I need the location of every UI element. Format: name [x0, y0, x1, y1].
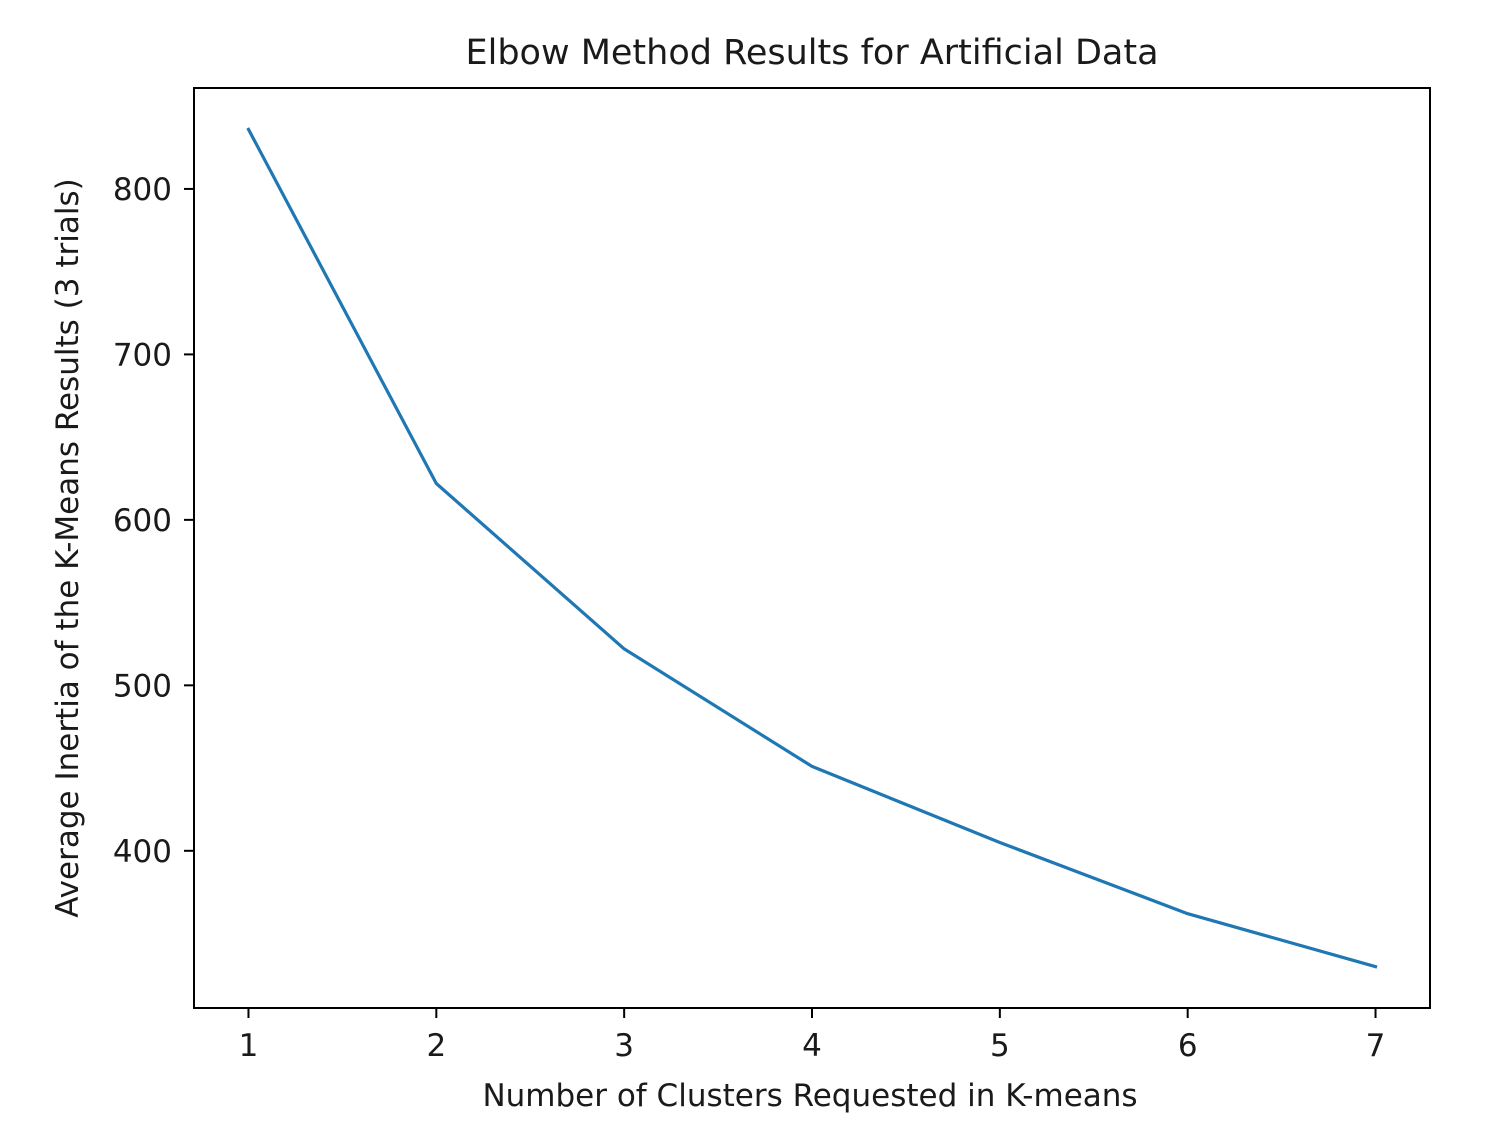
x-tick-label: 5 — [990, 1028, 1010, 1064]
y-tick-label: 600 — [113, 503, 172, 539]
x-tick-label: 1 — [239, 1028, 259, 1064]
y-tick-label: 700 — [113, 337, 172, 373]
y-tick-label: 500 — [113, 668, 172, 704]
plot-area — [246, 127, 1378, 969]
y-tick-label: 400 — [113, 834, 172, 870]
y-axis: 400 500 600 700 800 — [113, 172, 194, 870]
x-tick-label: 2 — [426, 1028, 446, 1064]
x-tick-label: 6 — [1178, 1028, 1198, 1064]
y-axis-label: Average Inertia of the K-Means Results (… — [50, 178, 86, 917]
y-tick-label: 800 — [113, 172, 172, 208]
x-tick-label: 4 — [802, 1028, 822, 1064]
chart-title: Elbow Method Results for Artificial Data — [465, 33, 1158, 73]
x-axis-label: Number of Clusters Requested in K-means — [482, 1078, 1137, 1114]
x-tick-label: 3 — [614, 1028, 634, 1064]
x-tick-label: 7 — [1366, 1028, 1386, 1064]
x-axis: 1 2 3 4 5 6 7 — [239, 1008, 1386, 1064]
series-line-1 — [246, 127, 1378, 969]
